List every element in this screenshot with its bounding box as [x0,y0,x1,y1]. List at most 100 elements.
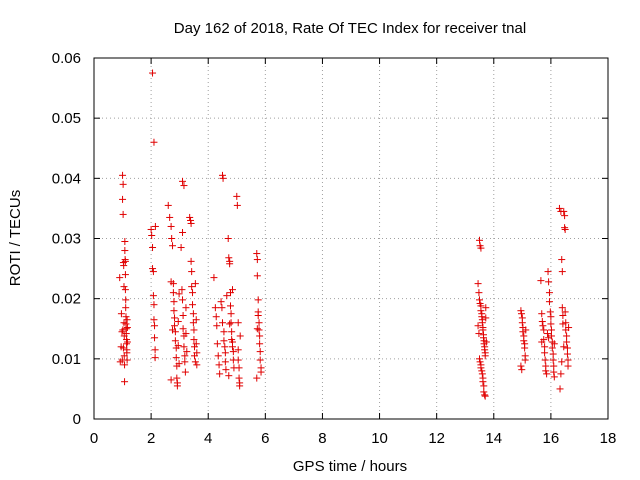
data-point [167,222,175,230]
data-point [234,356,242,364]
data-point [520,337,528,345]
data-point [228,286,236,294]
data-point [478,313,486,321]
data-point [540,326,548,334]
y-axis-label: ROTI / TECUs [7,190,24,286]
data-point [541,356,549,364]
data-point [217,298,225,306]
data-point [149,268,157,276]
data-point [151,354,159,362]
data-point [478,319,486,327]
data-point [545,298,553,306]
data-point [564,362,572,370]
data-point [166,213,174,221]
data-point [253,272,261,280]
data-point [219,319,226,327]
data-point [147,225,155,233]
data-point [253,250,261,258]
data-point [121,247,129,255]
data-point [175,290,183,298]
data-point [169,326,177,334]
data-point [545,278,553,286]
data-point [122,313,130,321]
data-point [482,304,490,312]
data-point [558,304,566,312]
data-point [219,171,226,179]
data-point [120,283,128,291]
data-point [479,334,487,342]
data-point [171,337,179,345]
data-point [220,337,228,345]
data-point [119,180,127,188]
data-point [119,171,127,179]
data-point [522,326,530,334]
data-point [213,322,221,330]
data-point [167,278,175,286]
data-point [121,378,129,386]
data-point [549,356,557,364]
data-point [226,320,234,328]
data-point [561,308,569,316]
data-point [538,318,546,326]
data-point [150,138,158,146]
data-point [191,343,199,351]
data-point [214,352,222,360]
data-point [236,382,244,390]
data-point [221,358,229,366]
data-point [122,330,130,338]
data-point [179,325,187,333]
data-point [537,277,545,285]
data-point [213,340,221,348]
data-point [151,322,159,330]
y-tick-label: 0.06 [52,50,81,67]
data-point [117,310,125,318]
grid [94,58,608,419]
data-point [559,312,567,320]
x-tick-label: 2 [147,430,155,447]
data-point [186,213,194,221]
ticks [93,57,609,420]
data-point [546,308,554,316]
data-point [172,354,180,362]
data-point [191,358,199,366]
data-point [171,314,179,322]
data-point [478,367,486,375]
data-point [119,195,127,203]
data-point [235,364,243,372]
data-point [193,349,201,357]
data-point [476,296,483,304]
data-point [216,370,224,378]
data-point [189,310,197,318]
data-point [562,319,570,327]
data-point [149,292,157,300]
data-point [121,257,129,265]
data-point [122,304,130,312]
data-point [192,316,200,324]
data-point [234,319,242,327]
data-point [227,310,235,318]
data-point [229,348,237,356]
data-point [123,338,131,346]
data-point [190,336,198,344]
data-point [255,326,263,334]
data-point [225,254,233,262]
data-point [151,346,159,354]
data-point [228,328,236,336]
data-point [541,343,549,351]
data-point [189,289,197,297]
data-point [192,340,200,348]
data-point [215,361,223,369]
data-point [119,326,127,334]
data-point [169,289,177,297]
data-point [121,361,129,369]
data-point [210,274,218,282]
data-point [179,177,187,185]
x-tick-labels: 0 2 4 6 8 10 12 14 16 18 [90,430,617,447]
data-point [564,356,572,364]
data-point [212,313,220,321]
data-point [119,344,127,352]
data-point [220,328,228,336]
data-point [150,316,158,324]
data-point [541,349,549,357]
data-point [253,374,261,382]
